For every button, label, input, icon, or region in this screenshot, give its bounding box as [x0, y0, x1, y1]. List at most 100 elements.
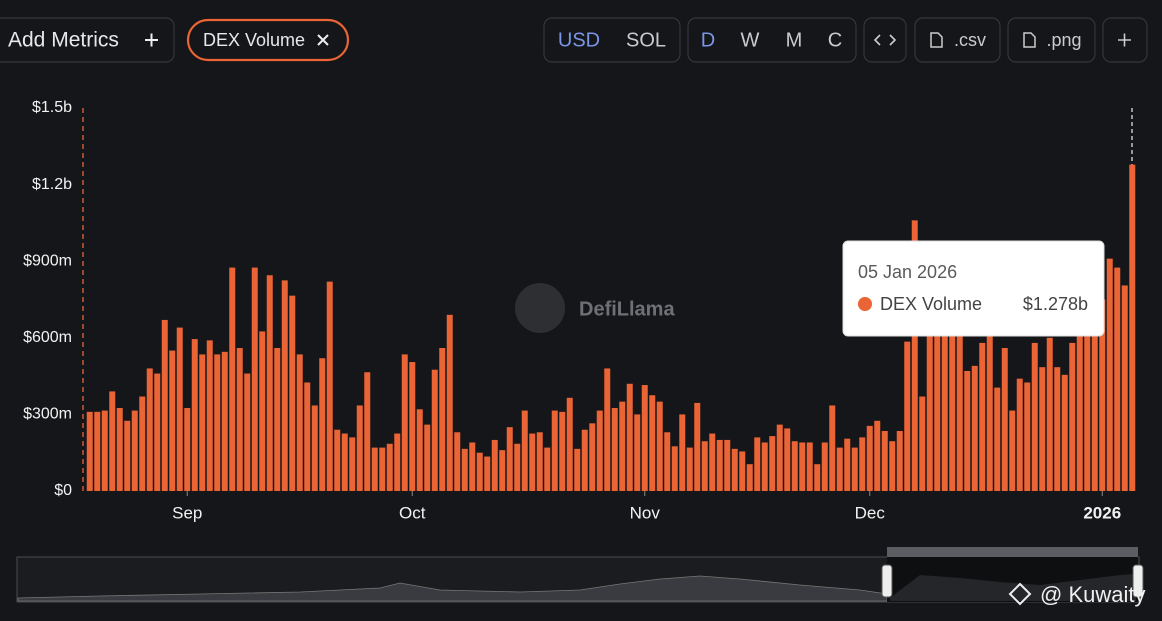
bar: [994, 387, 1001, 491]
bar: [266, 275, 273, 491]
bar: [424, 424, 431, 491]
bar: [671, 446, 678, 491]
metric-pill-label: DEX Volume: [203, 30, 305, 50]
bar: [626, 383, 633, 491]
remove-icon[interactable]: [317, 34, 329, 46]
bar: [371, 447, 378, 491]
bar: [866, 425, 873, 491]
file-icon: [1023, 32, 1036, 48]
period-option[interactable]: C: [828, 29, 842, 51]
bar: [1091, 299, 1098, 491]
bar: [1121, 285, 1128, 491]
bar: [311, 405, 318, 491]
bar: [619, 401, 626, 491]
bar: [109, 391, 116, 491]
bar: [881, 430, 888, 491]
currency-option[interactable]: USD: [558, 29, 600, 51]
bar: [86, 411, 93, 491]
bar: [319, 358, 326, 491]
bar: [559, 411, 566, 491]
bar: [1069, 342, 1076, 491]
bar: [221, 351, 228, 491]
add-metrics-button[interactable]: [0, 17, 175, 63]
minimap-handle[interactable]: [881, 564, 893, 598]
bar: [679, 414, 686, 491]
bar: [791, 441, 798, 491]
tooltip-series: DEX Volume: [880, 294, 982, 314]
csv-button[interactable]: [914, 17, 1001, 63]
bar: [986, 335, 993, 491]
embed-button[interactable]: [863, 17, 907, 63]
minimap-handle[interactable]: [1132, 564, 1144, 598]
bar: [739, 451, 746, 491]
bar: [844, 438, 851, 491]
bar: [529, 433, 536, 491]
bar: [229, 267, 236, 491]
file-icon: [930, 32, 943, 48]
bar: [281, 280, 288, 491]
bar: [701, 441, 708, 491]
bar: [1009, 410, 1016, 491]
bar: [859, 437, 866, 491]
currency-option[interactable]: SOL: [626, 29, 666, 51]
bar: [214, 354, 221, 491]
bar: [394, 433, 401, 491]
bar: [634, 414, 641, 491]
add-chart-button[interactable]: [1102, 17, 1148, 63]
minimap-handle-bar[interactable]: [887, 547, 1138, 557]
bar: [686, 447, 693, 491]
y-tick-label: $1.2b: [32, 176, 72, 193]
bar: [341, 433, 348, 491]
bar: [356, 405, 363, 491]
bar: [656, 401, 663, 491]
bar: [589, 423, 596, 491]
bar: [836, 447, 843, 491]
bar: [454, 432, 461, 491]
bar: [806, 442, 813, 491]
bar: [176, 327, 183, 491]
period-option[interactable]: M: [786, 29, 803, 51]
bar: [131, 410, 138, 491]
bar: [544, 447, 551, 491]
bar: [1129, 164, 1136, 491]
bar: [461, 448, 468, 491]
bar: [116, 408, 123, 491]
period-toggle: [687, 17, 857, 63]
y-tick-label: $1.5b: [32, 99, 72, 116]
bar: [349, 437, 356, 491]
bar: [1046, 337, 1053, 491]
bar: [154, 373, 161, 491]
bar: [244, 373, 251, 491]
bar: [409, 362, 416, 491]
bar: [664, 432, 671, 491]
bar: [446, 314, 453, 491]
period-option[interactable]: D: [701, 29, 715, 51]
metric-pill[interactable]: [186, 18, 350, 62]
bar: [874, 420, 881, 491]
bar: [334, 429, 341, 491]
bar: [1024, 382, 1031, 491]
bar: [829, 405, 836, 491]
bar: [641, 385, 648, 491]
bar: [1106, 258, 1113, 491]
bar: [94, 411, 101, 491]
tooltip-date: 05 Jan 2026: [858, 262, 957, 282]
bar: [416, 409, 423, 491]
bar: [746, 464, 753, 491]
plus-icon: [1118, 33, 1131, 47]
bar: [964, 370, 971, 491]
bar: [1039, 367, 1046, 491]
watermark-logo: [515, 283, 565, 333]
bar: [1031, 342, 1038, 491]
period-option[interactable]: W: [741, 29, 760, 51]
png-button[interactable]: [1007, 17, 1096, 63]
minimap-selected-area: [890, 574, 1136, 601]
bar: [364, 372, 371, 491]
bar: [124, 420, 131, 491]
bar: [709, 433, 716, 491]
bar: [236, 348, 243, 491]
bar: [761, 442, 768, 491]
bar: [326, 281, 333, 491]
bar: [784, 428, 791, 491]
